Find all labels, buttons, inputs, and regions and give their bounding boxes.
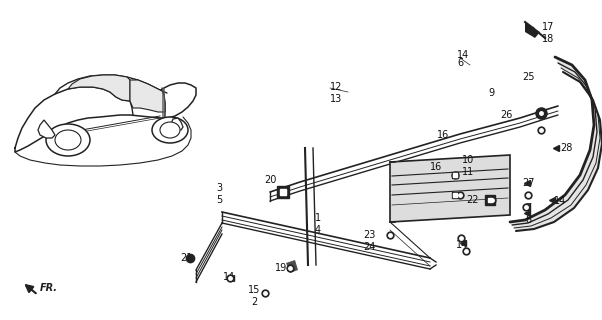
- Polygon shape: [286, 260, 298, 273]
- Text: 16: 16: [437, 130, 449, 140]
- Text: 20: 20: [264, 175, 276, 185]
- Text: 10
11: 10 11: [462, 155, 474, 177]
- Text: 3
5: 3 5: [216, 183, 222, 204]
- Polygon shape: [390, 155, 510, 222]
- Text: 1
4: 1 4: [315, 213, 321, 235]
- Text: 25: 25: [522, 72, 535, 82]
- Text: 9: 9: [488, 88, 494, 98]
- Text: 14: 14: [223, 272, 235, 282]
- Text: 14: 14: [456, 240, 468, 250]
- Polygon shape: [68, 75, 130, 101]
- Text: 21: 21: [180, 253, 193, 263]
- Text: 27: 27: [522, 178, 535, 188]
- Polygon shape: [38, 120, 55, 138]
- Polygon shape: [525, 22, 540, 38]
- Text: 17
18: 17 18: [542, 22, 554, 44]
- Polygon shape: [510, 57, 602, 231]
- Text: 26: 26: [500, 110, 512, 120]
- Text: 22: 22: [466, 195, 479, 205]
- Ellipse shape: [55, 130, 81, 150]
- Polygon shape: [130, 80, 165, 112]
- Ellipse shape: [152, 117, 188, 143]
- Text: 28: 28: [560, 143, 573, 153]
- Text: 16: 16: [430, 162, 442, 172]
- Text: 15
2: 15 2: [248, 285, 261, 307]
- Text: 14: 14: [554, 196, 566, 206]
- Text: 23
24: 23 24: [363, 230, 376, 252]
- Ellipse shape: [46, 124, 90, 156]
- Ellipse shape: [160, 122, 180, 138]
- Polygon shape: [171, 118, 183, 130]
- Text: 6: 6: [457, 58, 463, 68]
- Text: 19: 19: [275, 263, 287, 273]
- Text: 7
8: 7 8: [525, 203, 531, 225]
- Polygon shape: [162, 88, 165, 118]
- Text: 14: 14: [457, 50, 469, 60]
- Text: 12
13: 12 13: [330, 82, 343, 104]
- Text: FR.: FR.: [40, 283, 58, 293]
